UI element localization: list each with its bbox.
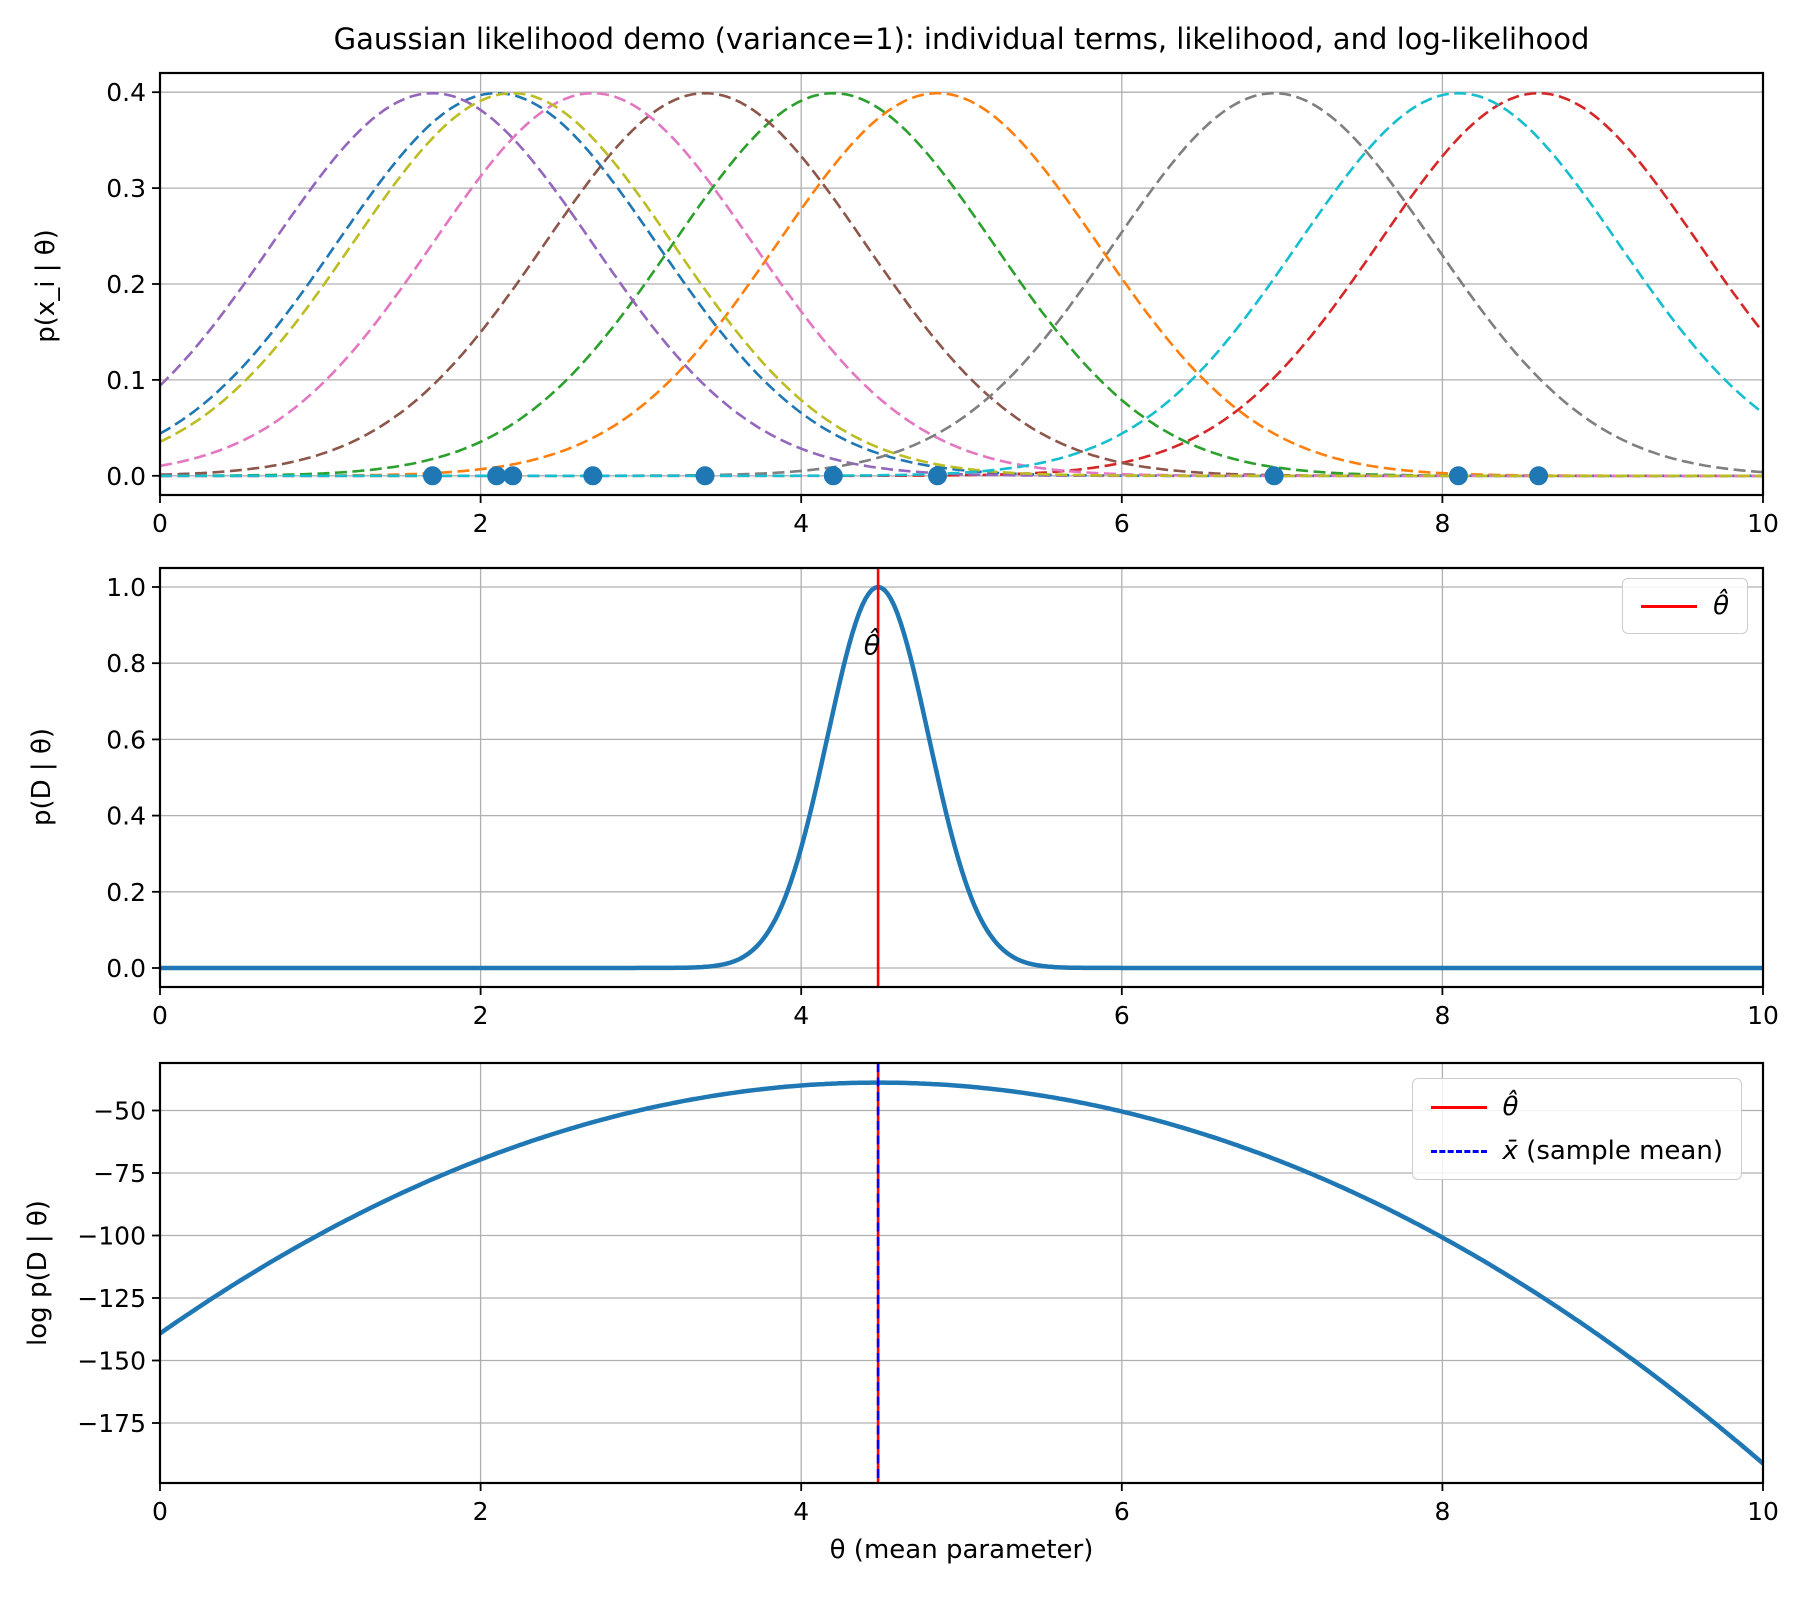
grid-likelihood [159,568,1764,987]
ticks-likelihood: 0 2 4 6 8 10 0.0 0.2 0.4 0.6 0.8 1.0 [106,573,1779,1030]
likelihood-curve [160,584,1763,971]
x-axis-label: θ (mean parameter) [829,1535,1094,1565]
y-tick-label: 0.0 [106,954,146,983]
content-individual-likelihood-terms [159,91,1765,486]
data-point [1529,466,1549,486]
x-tick-label: 0 [152,1001,168,1030]
y-tick-label: 1.0 [106,573,146,602]
legend-entry-sample-mean: x̄ (sample mean) [1430,1136,1723,1166]
y-tick-label: −150 [77,1347,146,1376]
y-tick-label: 0.4 [106,802,146,831]
x-tick-label: 6 [1114,1001,1130,1030]
middle-y-axis-label: p(D | θ) [27,727,57,827]
y-tick-label: −100 [77,1222,146,1251]
legend-label-theta-hat: θ̂ [1713,591,1729,621]
x-tick-label: 2 [473,1497,489,1526]
legend-label-sample-mean-symbol: x̄ [1502,1136,1518,1166]
grid-individual-likelihood-terms [159,73,1764,495]
data-point [503,466,523,486]
x-tick-label: 10 [1747,1001,1779,1030]
legend-likelihood: θ̂ [1622,578,1748,634]
x-tick-label: 4 [793,509,809,538]
x-tick-label: 8 [1434,1497,1450,1526]
y-tick-label: 0.3 [106,174,146,203]
y-tick-label: −75 [93,1159,146,1188]
legend-label-sample-mean-suffix: (sample mean) [1517,1136,1723,1166]
top-y-axis-label: p(x_i | θ) [31,229,61,343]
x-tick-label: 8 [1434,1001,1450,1030]
y-tick-label: −175 [77,1409,146,1438]
x-tick-label: 10 [1747,1497,1779,1526]
legend-log-likelihood: θ̂ x̄ (sample mean) [1411,1078,1742,1180]
content-log-likelihood [158,1063,1765,1483]
y-tick-label: 0.4 [106,78,146,107]
x-tick-label: 8 [1434,509,1450,538]
y-tick-label: 0.0 [106,462,146,491]
ticks-log-likelihood: 0 2 4 6 8 10 −175 −150 −125 −100 −75 −50 [77,1097,1779,1527]
y-tick-label: 0.8 [106,649,146,678]
data-point [928,466,947,486]
data-point [695,466,715,486]
x-tick-label: 4 [793,1001,809,1030]
legend-entry-theta-hat: θ̂ [1430,1092,1723,1122]
blue-dashed-line-sample [1430,1149,1487,1153]
y-tick-label: 0.2 [106,270,146,299]
red-solid-line-sample [1641,604,1698,608]
data-point [823,466,843,486]
red-solid-line-sample [1430,1105,1487,1109]
y-tick-label: −50 [93,1097,146,1126]
x-tick-label: 0 [152,509,168,538]
y-tick-label: 0.2 [106,878,146,907]
data-point [1264,466,1284,486]
x-tick-label: 0 [152,1497,168,1526]
axes-spines [158,1061,1765,1485]
x-tick-label: 10 [1747,509,1779,538]
figure-title: Gaussian likelihood demo (variance=1): i… [333,22,1590,56]
y-tick-label: 0.1 [106,366,146,395]
likelihood-term-curve [159,91,1763,478]
ticks-individual-likelihood-terms: 0 2 4 6 8 10 0.0 0.1 0.2 0.3 0.4 [106,78,1779,538]
x-tick-label: 4 [793,1497,809,1526]
x-tick-label: 6 [1114,509,1130,538]
y-tick-label: 0.6 [106,725,146,754]
data-point [1448,466,1468,486]
log-likelihood-curve [158,1080,1765,1466]
data-point [423,466,442,486]
y-tick-label: −125 [77,1284,146,1313]
x-tick-label: 2 [473,1001,489,1030]
content-likelihood [160,568,1763,987]
x-tick-label: 6 [1114,1497,1130,1526]
bottom-y-axis-label: log p(D | θ) [23,1200,53,1346]
legend-label-theta-hat: θ̂ [1502,1092,1519,1122]
x-tick-label: 2 [473,509,489,538]
legend-entry-theta-hat: θ̂ [1641,591,1729,621]
data-point [487,466,507,486]
theta-hat-annotation: θ̂ [863,630,881,662]
axes-spines [158,566,1765,989]
data-point [583,466,603,486]
